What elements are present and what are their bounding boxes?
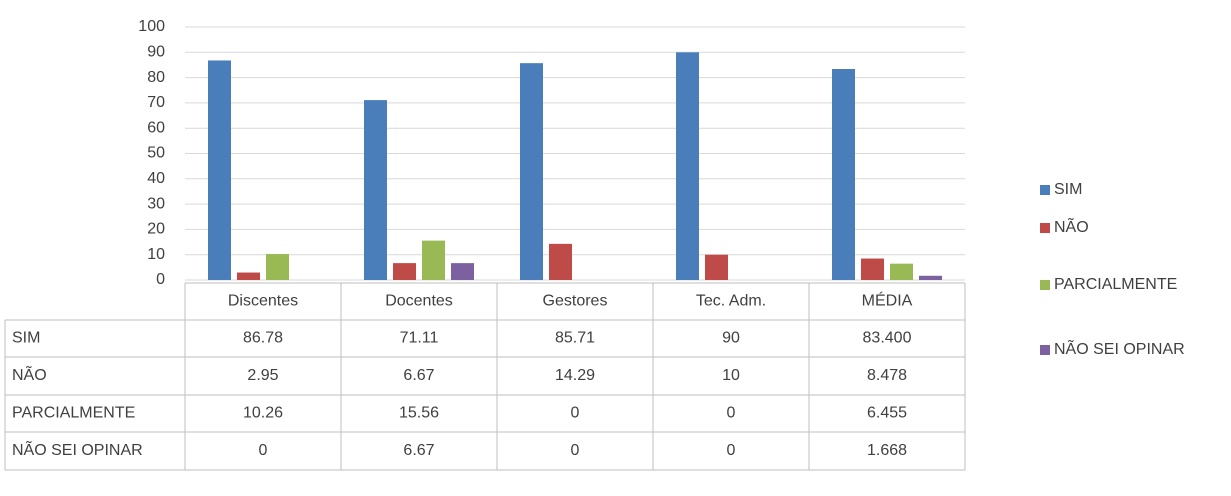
legend-label: NÃO (1054, 216, 1089, 236)
x-tick-label: Tec. Adm. (696, 293, 766, 310)
table-cell: 90 (722, 330, 740, 347)
x-tick-label: MÉDIA (862, 291, 913, 310)
legend-label: PARCIALMENTE (1054, 276, 1177, 293)
x-tick-label: Gestores (543, 293, 608, 310)
table-row-label: NÃO SEI OPINAR (12, 439, 143, 459)
table-cell: 10.26 (243, 405, 283, 422)
y-tick-label: 80 (147, 69, 165, 86)
bar (890, 263, 913, 280)
y-tick-label: 70 (147, 94, 165, 111)
y-tick-label: 90 (147, 44, 165, 61)
bar (422, 240, 445, 280)
y-tick-label: 50 (147, 145, 165, 162)
table-cell: 2.95 (247, 367, 278, 384)
table-row-label: NÃO (12, 364, 47, 384)
table-cell: 10 (722, 367, 740, 384)
table-cell: 15.56 (399, 405, 439, 422)
bar (549, 243, 572, 280)
x-tick-label: Docentes (385, 293, 453, 310)
table-cell: 0 (571, 405, 580, 422)
legend-swatch (1040, 223, 1050, 233)
y-tick-label: 40 (147, 170, 165, 187)
table-cell: 6.67 (403, 367, 434, 384)
table-cell: 83.400 (863, 330, 912, 347)
x-tick-label: Discentes (228, 293, 298, 310)
table-cell: 6.455 (867, 405, 907, 422)
bar (237, 272, 260, 280)
bar (520, 63, 543, 280)
legend-swatch (1040, 185, 1050, 195)
table-cell: 0 (727, 405, 736, 422)
y-tick-label: 10 (147, 246, 165, 263)
bar (919, 275, 942, 280)
y-tick-label: 60 (147, 119, 165, 136)
table-cell: 14.29 (555, 367, 595, 384)
legend-swatch (1040, 280, 1050, 290)
table-row-label: PARCIALMENTE (12, 405, 135, 422)
table-cell: 0 (727, 442, 736, 459)
y-tick-label: 100 (138, 18, 165, 35)
table-cell: 71.11 (400, 330, 439, 347)
y-tick-label: 20 (147, 221, 165, 238)
table-row-label: SIM (12, 330, 40, 347)
legend-label: SIM (1054, 181, 1082, 198)
table-cell: 1.668 (867, 442, 907, 459)
table-cell: 0 (571, 442, 580, 459)
table-cell: 86.78 (243, 330, 283, 347)
bar (832, 68, 855, 280)
table-cell: 8.478 (867, 367, 907, 384)
table-cell: 6.67 (403, 442, 434, 459)
y-tick-label: 30 (147, 195, 165, 212)
table-cell: 0 (259, 442, 268, 459)
bar (861, 258, 884, 280)
bar (393, 263, 416, 280)
legend-label: NÃO SEI OPINAR (1054, 338, 1185, 358)
table-cell: 85.71 (555, 330, 595, 347)
bar (705, 254, 728, 280)
bar (676, 52, 699, 280)
bar (266, 254, 289, 280)
bar (451, 263, 474, 280)
bar (208, 60, 231, 281)
y-tick-label: 0 (156, 271, 165, 288)
legend-swatch (1040, 345, 1050, 355)
bar (364, 100, 387, 280)
